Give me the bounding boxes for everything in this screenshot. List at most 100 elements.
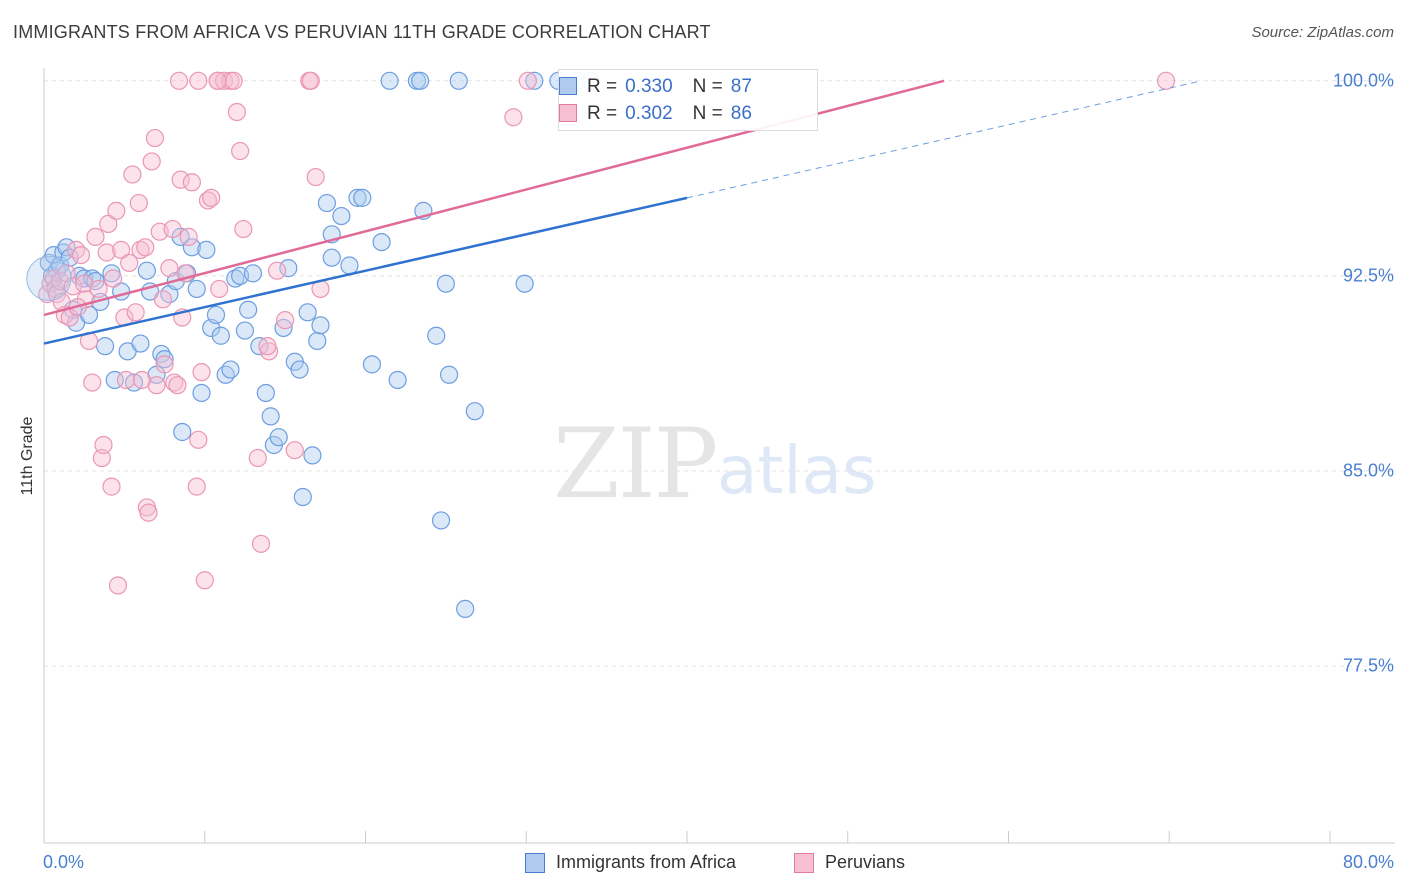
peruvian-point (248, 448, 267, 468)
peruvian-point (83, 373, 102, 392)
peruvian-point (132, 370, 152, 390)
legend-row-africa: R = 0.330 N = 87 (559, 74, 752, 100)
peruvian-point (224, 71, 243, 90)
africa-point (226, 269, 245, 288)
africa-point (261, 407, 280, 426)
peruvian-point (129, 193, 148, 213)
africa-point (211, 326, 230, 345)
africa-point (279, 259, 298, 278)
peruvian-point (504, 108, 523, 127)
n-label: N = (692, 103, 723, 124)
africa-point (311, 316, 330, 335)
africa-point (340, 256, 359, 275)
peruvian-point (107, 201, 126, 220)
peruvian-point (210, 279, 229, 299)
africa-point (322, 248, 341, 267)
peruvian-point (108, 576, 128, 595)
africa-point (256, 383, 275, 403)
peruvian-point (89, 279, 108, 299)
legend-swatch-blue (525, 852, 545, 873)
africa-point (388, 370, 407, 390)
africa-point (372, 232, 391, 252)
peruvian-point (276, 311, 295, 330)
legend-label: Immigrants from Africa (556, 852, 737, 872)
peruvian-point (63, 277, 83, 296)
chart-title: IMMIGRANTS FROM AFRICA VS PERUVIAN 11TH … (13, 22, 711, 42)
peruvian-point (192, 363, 211, 382)
legend-swatch-pink (559, 104, 577, 122)
peruvian-point (123, 165, 142, 184)
peruvian-point (120, 253, 139, 273)
watermark-zip: ZIP (553, 408, 718, 520)
africa-point (348, 188, 367, 207)
peruvian-point (179, 227, 198, 246)
africa-point (239, 300, 258, 319)
y-tick-label: 77.5% (1342, 655, 1394, 676)
peruvian-point (102, 477, 121, 496)
peruvian-point (160, 259, 179, 278)
africa-point (380, 71, 399, 90)
africa-point (362, 355, 382, 374)
peruvian-point (168, 376, 187, 395)
africa-point (449, 71, 468, 90)
peruvian-point (165, 373, 184, 392)
africa-point (137, 261, 156, 280)
africa-point (317, 193, 337, 213)
r-label: R = (587, 103, 618, 124)
source-label: Source: ZipAtlas.com (1251, 24, 1394, 41)
peruvian-point (112, 240, 131, 259)
peruvian-point (231, 141, 250, 161)
peruvian-point (155, 355, 174, 374)
africa-point (303, 446, 322, 465)
africa-point (243, 264, 263, 283)
africa-point (173, 422, 192, 442)
y-tick-label: 85.0% (1342, 460, 1394, 481)
legend-label: Peruvians (825, 852, 906, 872)
peruvian-point (169, 71, 189, 90)
legend-item-peruvians[interactable]: Peruvians (794, 852, 905, 873)
x-tick-label-min: 0.0% (43, 852, 85, 872)
peruvian-point (92, 448, 111, 468)
peruvian-point (258, 337, 277, 356)
africa-point (411, 71, 430, 90)
peruvian-point (94, 435, 113, 455)
africa-point (221, 360, 240, 379)
africa-point (187, 279, 206, 299)
peruvian-point (67, 240, 86, 259)
legend-swatch-blue (559, 77, 577, 95)
africa-point (155, 350, 174, 369)
y-tick-label: 100.0% (1332, 70, 1394, 91)
africa-point (235, 321, 255, 340)
africa-point (293, 487, 312, 507)
africa-point (465, 402, 484, 421)
peruvian-point (227, 102, 246, 122)
legend-item-africa[interactable]: Immigrants from Africa (525, 852, 736, 873)
africa-cluster-point (26, 256, 72, 302)
peruvian-point (139, 503, 158, 522)
africa-point (308, 331, 327, 351)
peruvian-point (187, 477, 206, 496)
africa-point (216, 365, 235, 384)
peruvian-point (182, 173, 201, 192)
y-tick-label: 92.5% (1342, 265, 1394, 286)
africa-point (431, 511, 451, 530)
africa-point (182, 238, 201, 257)
africa-point (95, 337, 115, 356)
legend-swatch-pink (794, 852, 814, 873)
peruvian-point (131, 240, 150, 259)
peruvian-point (267, 261, 287, 280)
r-value: 0.330 (625, 76, 673, 97)
peruvian-point (163, 219, 182, 239)
africa-point (427, 326, 446, 345)
peruvian-point (208, 71, 227, 90)
africa-point (298, 303, 317, 322)
africa-point (290, 360, 309, 379)
n-value: 87 (730, 76, 752, 97)
peruvian-point (145, 128, 165, 148)
peruvian-point (251, 534, 271, 553)
r-value: 0.302 (625, 103, 673, 124)
africa-point (269, 428, 288, 447)
africa-point (152, 344, 171, 364)
peruvian-point (189, 71, 208, 90)
